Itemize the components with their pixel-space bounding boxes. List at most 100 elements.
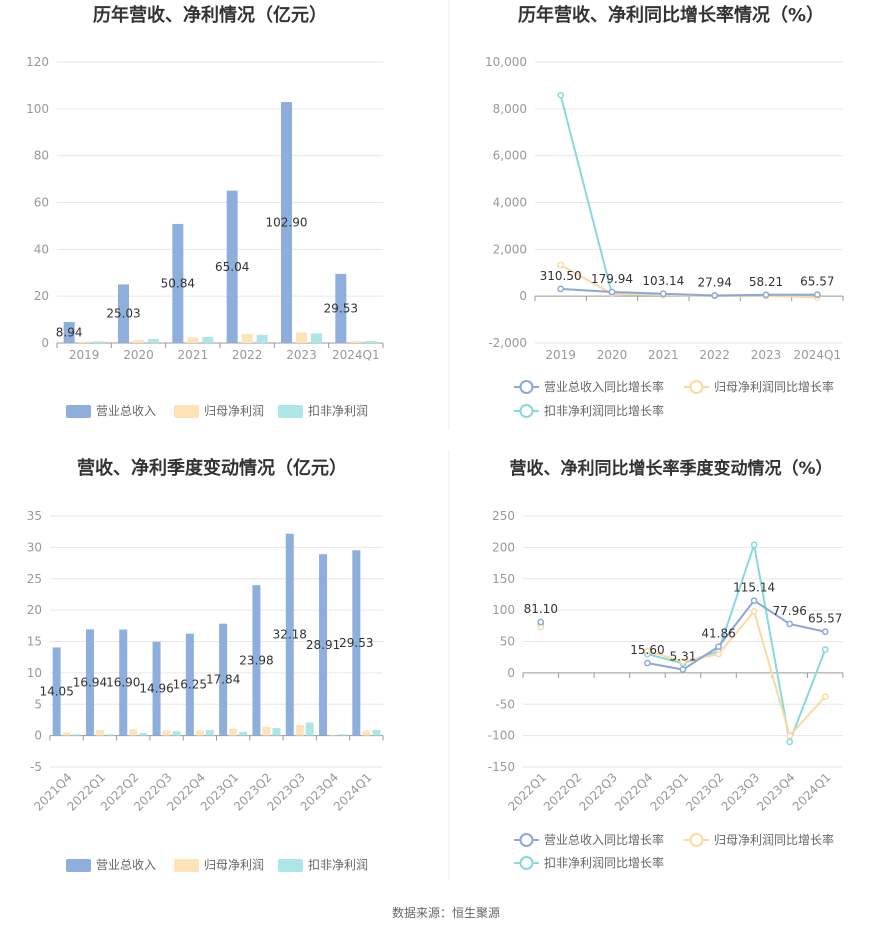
data-label: 17.84 (206, 673, 240, 687)
data-label: 27.94 (697, 276, 731, 290)
bar-deducted-profit (148, 339, 159, 343)
bar-net-profit (350, 341, 362, 343)
bar-deducted-profit (139, 733, 148, 736)
series-point (608, 288, 616, 296)
series-point (821, 628, 829, 636)
x-tick-label: 2023 (751, 348, 782, 362)
bar-deducted-profit (339, 734, 348, 736)
y-tick-label: -50 (495, 697, 515, 711)
chart-title: 营收、净利季度变动情况（亿元） (77, 457, 347, 479)
bar-deducted-profit (272, 728, 281, 736)
bar-revenue (219, 623, 228, 736)
series-line-np-growth-line (647, 609, 826, 738)
bar-deducted-profit (205, 729, 214, 736)
bar-deducted-profit (202, 336, 214, 343)
y-tick-label: 20 (27, 603, 42, 617)
bar-net-profit (195, 730, 204, 736)
legend-swatch (519, 856, 534, 870)
legend-label: 归母净利润同比增长率 (714, 379, 834, 394)
bar-net-profit (296, 332, 307, 343)
x-tick-label: 2020 (597, 348, 628, 362)
x-tick-label: 2023Q1 (648, 770, 692, 814)
series-point (821, 646, 829, 654)
data-label: 23.98 (239, 653, 273, 667)
legend-label: 扣非净利润同比增长率 (544, 403, 664, 418)
bar-revenue (226, 190, 238, 343)
legend-swatch (689, 380, 704, 394)
x-tick-label: 2022Q4 (612, 770, 656, 814)
y-tick-label: -150 (488, 760, 515, 774)
y-tick-label: 80 (34, 149, 49, 163)
legend-swatch (278, 405, 303, 418)
data-label: 65.04 (215, 260, 249, 274)
x-tick-label: 2023Q2 (683, 770, 727, 814)
y-tick-label: -5 (30, 760, 42, 774)
legend-swatch (519, 380, 534, 394)
series-point (813, 291, 821, 298)
bar-deducted-profit (365, 340, 377, 343)
data-label: 16.94 (73, 675, 107, 689)
series-point (750, 608, 758, 615)
chart-title: 营收、净利同比增长率季度变动情况（%） (509, 458, 832, 479)
data-label: 32.18 (273, 628, 307, 642)
y-tick-label: 10,000 (485, 55, 527, 69)
y-tick-label: 40 (34, 242, 49, 256)
data-label: 58.21 (749, 275, 783, 289)
x-tick-label: 2023Q3 (719, 770, 763, 814)
data-label: 8.94 (56, 326, 83, 340)
y-tick-label: 150 (492, 572, 515, 586)
y-tick-label: 100 (26, 102, 49, 116)
legend-label: 归母净利润 (204, 858, 264, 872)
y-tick-label: 35 (27, 509, 42, 523)
y-tick-label: 25 (27, 572, 42, 586)
data-label: 5.31 (670, 650, 697, 664)
y-tick-label: 20 (34, 289, 49, 303)
x-tick-label: 2022Q3 (576, 770, 620, 814)
y-tick-label: 15 (27, 635, 42, 649)
series-point (786, 620, 794, 628)
data-label: 65.57 (800, 275, 834, 289)
data-label: 15.60 (630, 643, 664, 657)
series-point (750, 597, 758, 604)
chart-title: 历年营收、净利同比增长率情况（%） (518, 4, 824, 26)
bar-revenue (319, 554, 328, 736)
series-line-rev-growth-line (560, 287, 818, 297)
y-tick-label: 0 (41, 336, 49, 350)
bar-net-profit (262, 726, 271, 736)
x-tick-label: 2019 (545, 348, 576, 362)
bar-revenue (172, 223, 184, 343)
x-tick-label: 2020 (123, 348, 154, 362)
legend-swatch (174, 859, 199, 872)
bar-net-profit (78, 341, 90, 343)
x-tick-label: 2022 (699, 348, 730, 362)
bar-revenue (352, 550, 361, 736)
series-point (557, 285, 565, 293)
chart-annual-growth: 历年营收、净利同比增长率情况（%） -2,000 0 2,000 4,000 6,000… (485, 4, 844, 418)
y-tick-label: 0 (519, 289, 527, 303)
data-label: 103.14 (642, 274, 684, 288)
y-tick-label: 5 (34, 697, 42, 711)
chart-quarterly-growth: 营收、净利同比增长率季度变动情况（%） -150 -100 -50 0 50 100 150… (488, 458, 844, 870)
series-line-dp-growth-line (647, 544, 827, 746)
bar-deducted-profit (256, 334, 268, 343)
data-label: 102.90 (266, 216, 308, 230)
legend-label: 营业总收入同比增长率 (544, 379, 664, 394)
data-label: 14.05 (39, 685, 73, 699)
legend-swatch (689, 833, 704, 847)
x-tick-label: 2019 (69, 348, 100, 362)
y-tick-label: 2,000 (493, 242, 527, 256)
data-label: 77.96 (772, 604, 806, 618)
bar-net-profit (241, 334, 253, 343)
legend-label: 扣非净利润同比增长率 (544, 855, 664, 870)
y-tick-label: 10 (27, 666, 42, 680)
bar-revenue (119, 629, 128, 736)
series-point (711, 292, 719, 299)
bar-net-profit (329, 735, 338, 737)
legend-label: 扣非净利润 (308, 858, 368, 872)
series-line-dp-growth-line (559, 95, 818, 298)
bar-revenue (152, 641, 161, 736)
x-tick-label: 2022Q2 (541, 770, 585, 814)
bar-net-profit (229, 728, 238, 736)
x-tick-label: 2024Q1 (332, 348, 380, 362)
x-tick-label: 2021 (178, 348, 209, 362)
